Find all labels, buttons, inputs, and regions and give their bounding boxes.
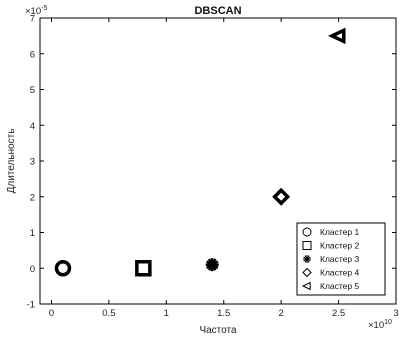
x-tick-label: 2: [279, 308, 284, 319]
x-tick-label: 0: [49, 308, 54, 319]
y-tick-label: 2: [30, 192, 35, 203]
x-tick-label: 1: [164, 308, 169, 319]
x-exponent-label: ×1010: [368, 319, 392, 331]
y-tick-label: 6: [30, 49, 35, 60]
data-point-square: [135, 260, 152, 277]
legend-label: Кластер 1: [320, 227, 360, 237]
data-point-triangle-left: [327, 27, 346, 45]
y-tick-label: 0: [30, 264, 35, 275]
legend-label: Кластер 5: [320, 281, 360, 291]
x-tick-label: 2.5: [332, 308, 345, 319]
y-tick-label: -1: [27, 300, 35, 311]
data-point-diamond: [272, 187, 291, 206]
y-tick-label: 4: [30, 121, 35, 132]
legend-marker-diamond: [302, 267, 312, 278]
data-points: [54, 27, 346, 277]
y-exponent-base: ×10: [25, 6, 41, 17]
legend: Кластер 1 Кластер 2 Кластер 3 Кластер 4 Клас…: [296, 222, 386, 296]
y-axis-label: Длительность: [6, 129, 17, 194]
legend-label: Кластер 4: [320, 268, 360, 278]
x-tick-label: 3: [393, 308, 398, 319]
legend-box: [296, 222, 386, 296]
axis-ticks: 0 0.5 1 1.5 2 2.5 3 -1 0 1 2 3 4 5 6 7: [27, 14, 399, 320]
legend-marker-circle: [302, 227, 312, 237]
y-exponent-label: ×10-5: [25, 5, 47, 17]
y-tick-label: 7: [30, 14, 35, 25]
x-exponent-base: ×10: [368, 320, 384, 331]
legend-marker-asterisk: [303, 255, 311, 263]
legend-marker-triangle-left: [301, 281, 311, 291]
y-tick-label: 3: [30, 157, 35, 168]
x-tick-label: 0.5: [102, 308, 115, 319]
chart-title: DBSCAN: [194, 5, 241, 17]
y-exponent-power: -5: [41, 5, 47, 12]
legend-label: Кластер 3: [320, 254, 360, 264]
y-tick-label: 1: [30, 228, 35, 239]
y-tick-label: 5: [30, 85, 35, 96]
legend-label: Кластер 2: [320, 241, 360, 251]
legend-marker-square: [302, 241, 312, 250]
x-tick-label: 1.5: [217, 308, 230, 319]
data-point-circle: [54, 260, 72, 277]
data-point-asterisk: [205, 258, 219, 272]
x-exponent-power: 10: [384, 319, 392, 326]
x-axis-label: Частота: [199, 325, 237, 336]
